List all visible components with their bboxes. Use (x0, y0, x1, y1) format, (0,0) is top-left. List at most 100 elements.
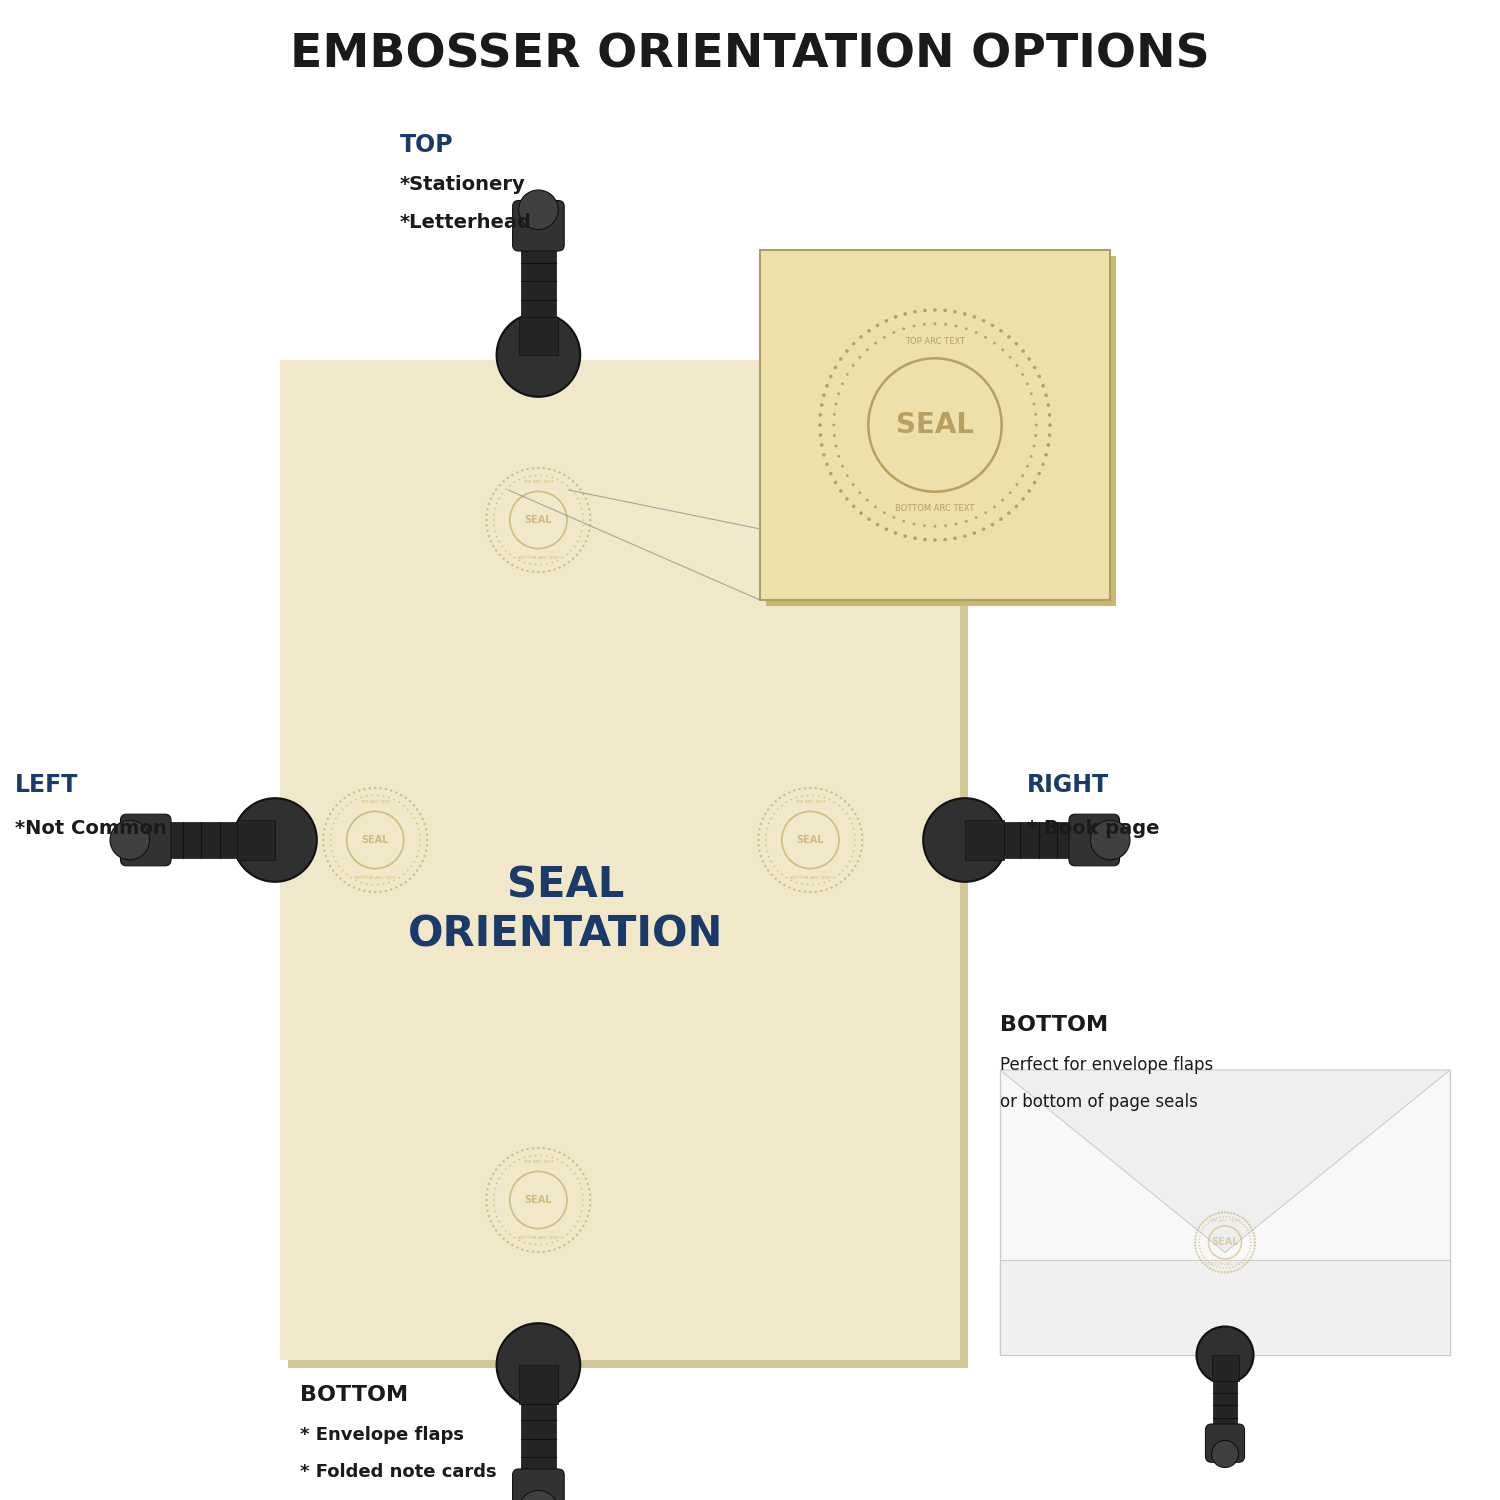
Circle shape (762, 859, 764, 862)
Polygon shape (520, 244, 556, 316)
Circle shape (1246, 1262, 1248, 1263)
Circle shape (513, 482, 514, 483)
Circle shape (840, 796, 842, 800)
Circle shape (400, 884, 402, 886)
Circle shape (1218, 1212, 1219, 1215)
Polygon shape (165, 822, 237, 858)
Circle shape (516, 1152, 519, 1154)
Circle shape (834, 480, 837, 484)
Circle shape (1206, 1266, 1209, 1268)
Circle shape (1221, 1212, 1222, 1214)
FancyBboxPatch shape (760, 251, 1110, 600)
Circle shape (922, 798, 1007, 882)
Text: TOP ARC TEXT: TOP ARC TEXT (904, 336, 964, 345)
Circle shape (1246, 1221, 1248, 1224)
Circle shape (327, 818, 328, 821)
Circle shape (585, 498, 586, 500)
Circle shape (1090, 821, 1130, 860)
Text: * Folded note cards: * Folded note cards (300, 1462, 496, 1480)
Circle shape (1242, 1266, 1244, 1268)
Circle shape (1194, 1245, 1197, 1246)
Text: TOP ARC TEXT: TOP ARC TEXT (360, 800, 390, 804)
Circle shape (561, 556, 562, 558)
Circle shape (404, 873, 405, 876)
Circle shape (509, 484, 510, 486)
Circle shape (552, 477, 554, 478)
Circle shape (424, 849, 427, 852)
Circle shape (526, 468, 530, 471)
Circle shape (506, 489, 507, 490)
Circle shape (858, 492, 861, 494)
Circle shape (993, 342, 996, 345)
Circle shape (520, 1149, 524, 1152)
Circle shape (853, 828, 855, 830)
Circle shape (582, 1204, 584, 1206)
Circle shape (495, 1230, 498, 1232)
Circle shape (486, 509, 489, 510)
Circle shape (512, 564, 513, 566)
Circle shape (570, 489, 572, 490)
Circle shape (944, 322, 946, 326)
Text: SEAL: SEAL (362, 836, 388, 844)
Circle shape (582, 1198, 584, 1202)
Circle shape (813, 884, 814, 885)
Circle shape (758, 839, 759, 842)
Text: SEAL: SEAL (1212, 1238, 1239, 1248)
Circle shape (1216, 1216, 1218, 1218)
Circle shape (758, 844, 760, 846)
Circle shape (933, 538, 938, 542)
Text: BOTTOM: BOTTOM (300, 1384, 408, 1406)
Circle shape (536, 1155, 537, 1156)
Circle shape (808, 891, 812, 892)
Circle shape (322, 839, 324, 842)
Circle shape (363, 788, 366, 790)
Circle shape (798, 788, 801, 790)
Circle shape (1022, 474, 1025, 477)
Circle shape (993, 506, 996, 509)
Circle shape (922, 524, 926, 526)
Circle shape (1048, 433, 1052, 436)
Circle shape (582, 1173, 585, 1174)
Circle shape (1254, 1245, 1256, 1246)
Circle shape (566, 554, 567, 555)
Circle shape (501, 494, 503, 495)
Circle shape (815, 891, 818, 892)
Circle shape (865, 348, 868, 351)
Circle shape (999, 328, 1004, 333)
Circle shape (348, 884, 351, 886)
Circle shape (507, 477, 509, 478)
Circle shape (874, 342, 878, 345)
Circle shape (582, 513, 584, 514)
Circle shape (556, 1239, 558, 1242)
Circle shape (894, 315, 897, 318)
Circle shape (536, 564, 537, 566)
Circle shape (419, 839, 420, 842)
Circle shape (588, 1209, 591, 1212)
Circle shape (519, 1158, 520, 1161)
Circle shape (1194, 1234, 1197, 1238)
Circle shape (1028, 357, 1030, 362)
Circle shape (322, 849, 326, 852)
Circle shape (833, 433, 836, 436)
Circle shape (804, 891, 806, 892)
Circle shape (836, 794, 837, 796)
Circle shape (334, 818, 338, 819)
Circle shape (570, 1168, 572, 1170)
Circle shape (1248, 1224, 1251, 1226)
Circle shape (496, 503, 498, 504)
Circle shape (1048, 423, 1052, 427)
Circle shape (846, 865, 847, 867)
Circle shape (386, 788, 387, 790)
Circle shape (1196, 1251, 1197, 1252)
Circle shape (537, 1148, 540, 1149)
Circle shape (516, 567, 519, 568)
Circle shape (764, 865, 766, 867)
Circle shape (411, 813, 413, 814)
Circle shape (546, 1155, 548, 1156)
Circle shape (1244, 1220, 1246, 1221)
Circle shape (859, 828, 862, 831)
Circle shape (578, 1178, 579, 1179)
Circle shape (503, 558, 506, 560)
Circle shape (834, 801, 836, 802)
Circle shape (489, 1178, 492, 1180)
